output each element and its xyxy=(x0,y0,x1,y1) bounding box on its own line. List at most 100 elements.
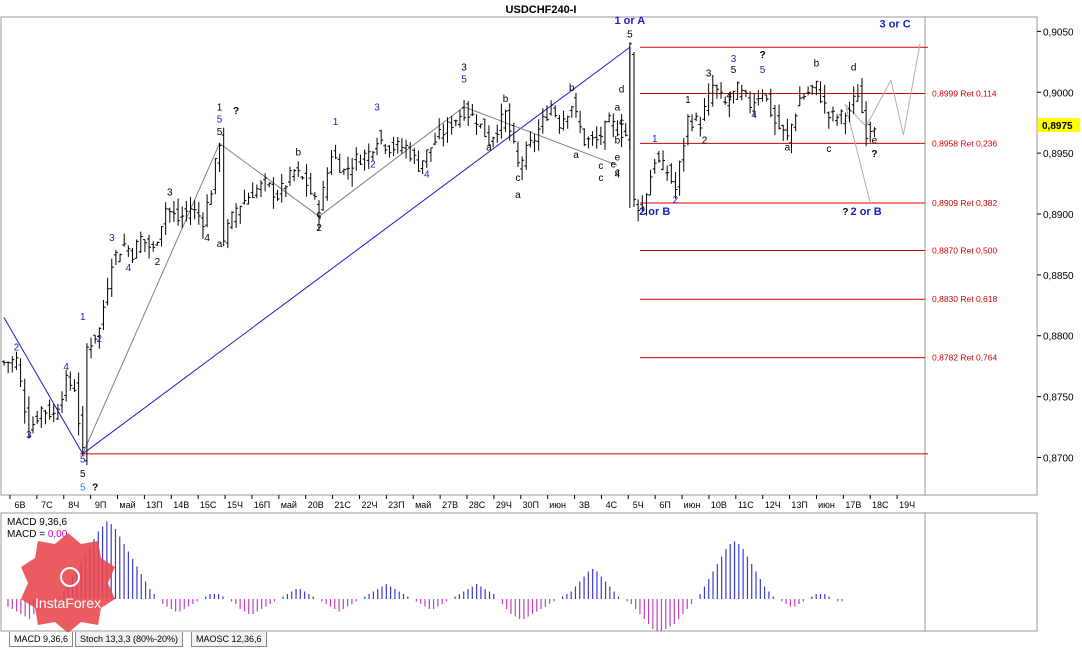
price-bar xyxy=(317,200,322,231)
price-bar xyxy=(561,110,566,131)
current-price-label: 0,8975 xyxy=(1042,121,1073,132)
price-bar xyxy=(362,149,367,171)
price-bar xyxy=(474,114,479,135)
wave-label: a xyxy=(615,103,621,114)
time-tick-label: 4С xyxy=(606,500,618,510)
price-bar xyxy=(735,81,740,100)
price-bar xyxy=(441,123,446,147)
price-bar xyxy=(453,119,458,127)
price-bar xyxy=(482,118,487,138)
price-bar xyxy=(399,138,404,154)
price-bar xyxy=(213,158,218,195)
price-bar xyxy=(503,109,508,132)
price-bar xyxy=(843,112,848,135)
channel-line-blue xyxy=(82,46,631,455)
price-bar xyxy=(855,84,860,102)
wave-label: 3 xyxy=(109,233,115,244)
price-bar xyxy=(872,127,877,138)
price-bar xyxy=(238,205,243,224)
price-bar xyxy=(292,169,297,182)
wave-label: 5 xyxy=(217,127,223,138)
wave-label: b xyxy=(503,94,509,105)
price-bar xyxy=(89,337,94,359)
price-bar xyxy=(540,108,545,134)
wave-label: c xyxy=(515,173,520,184)
price-bar xyxy=(130,248,135,263)
price-bar xyxy=(777,104,782,130)
price-bar xyxy=(375,137,380,156)
price-bar xyxy=(611,113,616,138)
price-bar xyxy=(200,212,205,239)
wave-label: 3 or C xyxy=(880,19,911,31)
price-bar xyxy=(370,150,375,161)
price-bar xyxy=(822,84,827,114)
wave-label: 1 xyxy=(652,134,658,145)
price-bar xyxy=(134,239,139,259)
time-tick-label: 18С xyxy=(872,500,889,510)
wave-label: 2 xyxy=(316,223,322,234)
tab-macd[interactable]: MACD 9,36,6 xyxy=(9,632,74,647)
wave-label: c xyxy=(317,210,322,221)
wave-label: e xyxy=(615,152,621,163)
price-bar xyxy=(312,192,317,200)
price-bar xyxy=(424,149,429,168)
time-axis: 6В 7С 8Ч 9П май 13П 14В 15С 15Ч 16П май 20В 21С 22Ч 23… xyxy=(9,495,915,510)
price-bar xyxy=(594,126,599,149)
price-bar xyxy=(254,184,259,199)
wave-label: a xyxy=(486,143,492,154)
fib-level-label: 0,8999 Ret 0,114 xyxy=(932,88,997,98)
wave-label: 5 xyxy=(80,482,86,493)
price-bar xyxy=(304,164,309,197)
price-bar xyxy=(159,226,164,247)
price-bar xyxy=(250,182,255,199)
price-tick-label: 0,8950 xyxy=(1043,149,1074,160)
price-bar xyxy=(433,132,438,146)
price-bar xyxy=(515,141,520,167)
price-bar xyxy=(209,190,214,205)
wave-label: ? xyxy=(871,149,877,160)
price-bar xyxy=(851,86,856,115)
wave-label: a xyxy=(785,143,791,154)
time-tick-label: 15С xyxy=(200,500,217,510)
time-tick-label: 16П xyxy=(254,500,270,510)
time-tick-label: 11С xyxy=(738,500,754,510)
price-bar xyxy=(623,123,628,137)
price-bar xyxy=(18,358,23,388)
price-bar xyxy=(648,169,653,196)
price-bar xyxy=(366,143,371,169)
logo-text: InstaForex xyxy=(35,595,101,611)
price-bar xyxy=(743,89,748,97)
price-bar xyxy=(337,153,342,174)
wave-label: e xyxy=(611,160,617,171)
wave-label: d xyxy=(851,62,857,73)
price-bar xyxy=(486,125,491,147)
price-bar xyxy=(868,121,873,143)
price-plot-area xyxy=(0,16,926,496)
price-bar xyxy=(55,403,60,421)
price-bar xyxy=(420,160,425,174)
price-bar xyxy=(731,90,736,104)
time-tick-label: 27В xyxy=(442,500,458,510)
price-bar xyxy=(60,391,65,414)
wave-label: b xyxy=(615,135,621,146)
price-bar xyxy=(793,113,798,132)
fib-level-label: 0,8958 Ret 0,236 xyxy=(932,138,997,148)
price-bar xyxy=(582,128,587,147)
tab-stoch[interactable]: Stoch 13,3,3 (80%-20%) xyxy=(75,632,184,647)
wave-label: 4 xyxy=(727,90,733,101)
time-tick-label: 22Ч xyxy=(361,500,377,510)
price-bar xyxy=(64,370,69,402)
tab-maosc[interactable]: MAOSC 12,36,6 xyxy=(191,632,267,647)
price-bar xyxy=(536,119,541,151)
price-bar xyxy=(51,404,56,423)
price-bar xyxy=(839,109,844,125)
price-bar xyxy=(122,233,127,247)
wave-line-gray xyxy=(82,143,220,455)
wave-label: 4 xyxy=(424,169,430,180)
macd-value-label: MACD = 0,00 xyxy=(7,529,68,540)
price-bar xyxy=(789,123,794,154)
price-bar xyxy=(138,231,143,254)
price-bar xyxy=(752,93,757,118)
price-bar xyxy=(68,371,73,391)
price-bar xyxy=(287,166,292,187)
